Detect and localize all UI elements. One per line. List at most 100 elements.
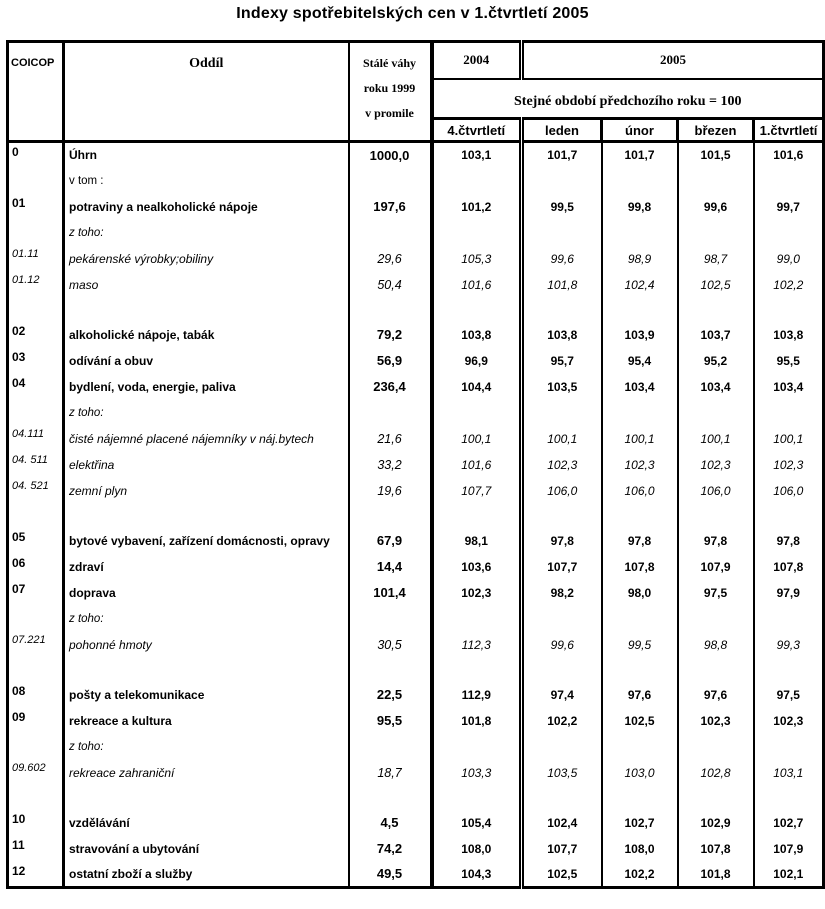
- table-row: 02 alkoholické nápoje, tabák 79,2 103,8 103,…: [7, 321, 824, 348]
- column-header-q4-2004: 4.čtvrtletí: [431, 118, 522, 143]
- value-cell-unor: [600, 733, 678, 760]
- value-cell-q1-2005: 100,1: [752, 425, 824, 452]
- weight-cell: 236,4: [348, 373, 434, 400]
- table-row: 05 bytové vybavení, zařízení domácnosti, …: [7, 527, 824, 554]
- value-cell-q4-2004: 102,3: [461, 585, 492, 600]
- value-cell-leden: 101,8: [519, 271, 602, 298]
- value-cell-q4-2004: [432, 734, 522, 760]
- value-cell-leden: 102,2: [519, 707, 602, 734]
- value-cell-q1-2005: 97,9: [752, 579, 824, 606]
- value-cell-q4-2004: 96,9: [464, 353, 488, 368]
- category-label-cell: potraviny a nealkoholické nápoje: [63, 193, 350, 220]
- value-cell-leden: 102,4: [519, 809, 602, 836]
- value-cell-q4-2004: 98,1: [464, 533, 488, 548]
- weight-cell: 19,6: [348, 477, 434, 504]
- value-cell-unor: 95,4: [600, 347, 678, 374]
- coicop-code-cell: 01.12: [7, 271, 65, 298]
- value-cell-q4-2004: 101,6: [461, 277, 492, 292]
- value-cell-q1-2005: [752, 167, 824, 194]
- cpi-table: COICOP Oddíl Stálé váhy roku 1999 v prom…: [6, 40, 825, 889]
- coicop-code-cell: 11: [7, 835, 65, 862]
- value-cell-q4-2004: 103,6: [461, 559, 492, 574]
- coicop-code-cell: [7, 297, 65, 322]
- category-label-cell: rekreace zahraniční: [63, 759, 350, 786]
- table-row: 01.12 maso 50,4 101,6 101,8 102,4 102,5 102,2: [7, 271, 824, 298]
- value-cell-unor: 98,9: [600, 245, 678, 272]
- value-cell-q1-2005: 99,3: [752, 631, 824, 658]
- value-cell-unor: [600, 167, 678, 194]
- reference-period-note: Stejné období předchozího roku = 100: [431, 78, 824, 120]
- value-cell-unor: 106,0: [600, 477, 678, 504]
- value-cell-unor: 102,2: [600, 861, 678, 888]
- column-header-year-2005: 2005: [519, 41, 824, 80]
- value-cell-leden: 101,7: [519, 141, 602, 168]
- weight-cell: 29,6: [348, 245, 434, 272]
- weight-cell: 30,5: [348, 631, 434, 658]
- coicop-code-cell: [7, 785, 65, 810]
- value-cell-brezen: 102,8: [676, 759, 754, 786]
- value-cell-leden: 102,5: [519, 861, 602, 888]
- table-row: 10 vzdělávání 4,5 105,4 102,4 102,7 102,9 102,7: [7, 809, 824, 836]
- value-cell-q4-2004: 107,7: [461, 483, 492, 498]
- weight-cell: [348, 657, 434, 682]
- weight-cell: 95,5: [348, 707, 434, 734]
- value-cell-q4-2004: 101,8: [461, 713, 492, 728]
- table-row: 07 doprava 101,4 102,3 98,2 98,0 97,5 97,9: [7, 579, 824, 606]
- coicop-code-cell: [7, 733, 65, 760]
- value-cell-unor: [600, 503, 678, 528]
- value-cell-q1-2005: [752, 733, 824, 760]
- coicop-code-cell: 01.11: [7, 245, 65, 272]
- value-cell-unor: 103,9: [600, 321, 678, 348]
- value-cell-leden: 106,0: [519, 477, 602, 504]
- category-label-cell: bydlení, voda, energie, paliva: [63, 373, 350, 400]
- value-cell-q4-2004: [432, 298, 522, 322]
- value-cell-leden: 99,6: [519, 631, 602, 658]
- weight-cell: [348, 167, 434, 194]
- weight-cell: [348, 297, 434, 322]
- value-cell-brezen: 107,9: [676, 553, 754, 580]
- table-row: 08 pošty a telekomunikace 22,5 112,9 97,4 97,…: [7, 681, 824, 708]
- value-cell-q4-2004: 112,9: [461, 687, 491, 702]
- value-cell-leden: 103,5: [519, 373, 602, 400]
- value-cell-brezen: 103,4: [676, 373, 754, 400]
- value-cell-leden: 107,7: [519, 553, 602, 580]
- table-row: 09 rekreace a kultura 95,5 101,8 102,2 102,5 1…: [7, 707, 824, 734]
- value-cell-unor: [600, 399, 678, 426]
- value-cell-q4-2004: 112,3: [461, 637, 491, 652]
- category-label-cell: alkoholické nápoje, tabák: [63, 321, 350, 348]
- weight-cell: 1000,0: [348, 141, 434, 168]
- value-cell-brezen: [676, 297, 754, 322]
- value-cell-brezen: 101,5: [676, 141, 754, 168]
- value-cell-brezen: 107,8: [676, 835, 754, 862]
- value-cell-unor: 99,8: [600, 193, 678, 220]
- value-cell-brezen: 97,8: [676, 527, 754, 554]
- coicop-code-cell: 06: [7, 553, 65, 580]
- table-row: 12 ostatní zboží a služby 49,5 104,3 102,5 10…: [7, 861, 824, 888]
- value-cell-q4-2004: [432, 400, 522, 426]
- value-cell-leden: 102,3: [519, 451, 602, 478]
- value-cell-q4-2004: 104,3: [461, 866, 492, 881]
- value-cell-q1-2005: 99,7: [752, 193, 824, 220]
- column-header-coicop: COICOP: [7, 41, 65, 143]
- header-row-periods: 4.čtvrtletí leden únor březen 1.čtvrtlet…: [8, 118, 824, 143]
- value-cell-unor: 102,7: [600, 809, 678, 836]
- value-cell-leden: 99,6: [519, 245, 602, 272]
- weight-cell: 79,2: [348, 321, 434, 348]
- coicop-code-cell: 04: [7, 373, 65, 400]
- value-cell-q4-2004: 101,6: [461, 457, 492, 472]
- column-header-leden: leden: [519, 118, 602, 143]
- coicop-code-cell: 04.111: [7, 425, 65, 452]
- value-cell-brezen: 102,3: [676, 707, 754, 734]
- value-cell-brezen: [676, 219, 754, 246]
- coicop-code-cell: 12: [7, 861, 65, 888]
- weight-cell: 18,7: [348, 759, 434, 786]
- coicop-code-cell: [7, 657, 65, 682]
- category-label-cell: [63, 297, 350, 322]
- category-label-cell: z toho:: [63, 733, 350, 760]
- page-title: Indexy spotřebitelských cen v 1.čtvrtlet…: [236, 5, 589, 22]
- value-cell-unor: 107,8: [600, 553, 678, 580]
- table-row: z toho:: [7, 733, 824, 760]
- value-cell-q4-2004: [432, 168, 522, 194]
- table-row: 11 stravování a ubytování 74,2 108,0 107,7 10…: [7, 835, 824, 862]
- weight-cell: 56,9: [348, 347, 434, 374]
